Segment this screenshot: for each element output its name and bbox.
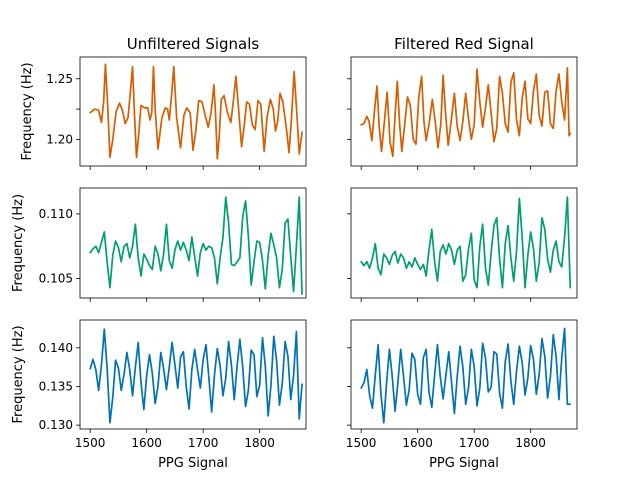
x-axis-label: PPG Signal bbox=[158, 456, 228, 471]
panel-middle-left: 0.105 0.110 Frequency (Hz) bbox=[11, 187, 307, 302]
x-tick-label: 1700 bbox=[459, 436, 490, 450]
axes-frame bbox=[350, 56, 578, 167]
x-axis-label: PPG Signal bbox=[429, 456, 499, 471]
y-tick-label: 0.140 bbox=[39, 341, 73, 355]
panel-top-right: Filtered Red Signal bbox=[347, 35, 578, 170]
axes-frame bbox=[350, 319, 578, 430]
series-line-bottom-left bbox=[89, 328, 303, 424]
panel-bottom-right: 1500 1600 1700 1800 PPG Signal bbox=[346, 319, 578, 471]
axes-frame bbox=[79, 56, 307, 167]
series-line-top-left bbox=[89, 63, 303, 160]
x-tick-label: 1500 bbox=[346, 436, 377, 450]
panel-bottom-left: 1500 1600 1700 1800 0.130 0.135 0.140 PPG Signa… bbox=[11, 319, 307, 471]
x-tick-label: 1500 bbox=[75, 436, 106, 450]
x-tick-label: 1800 bbox=[244, 436, 275, 450]
series-line-bottom-right bbox=[360, 327, 572, 424]
subplot-title: Filtered Red Signal bbox=[394, 35, 534, 53]
axes-frame bbox=[79, 319, 307, 430]
x-tick-label: 1600 bbox=[131, 436, 162, 450]
axes-frame bbox=[79, 187, 307, 299]
y-axis-label: Frequency (Hz) bbox=[11, 194, 26, 292]
panel-middle-right bbox=[347, 187, 578, 302]
x-tick-label: 1600 bbox=[402, 436, 433, 450]
panel-top-left: 1.20 1.25 Unfiltered Signals Frequency (Hz) bbox=[20, 35, 307, 170]
y-axis-label: Frequency (Hz) bbox=[11, 325, 26, 423]
y-tick-label: 0.135 bbox=[39, 379, 73, 393]
series-line-top-right bbox=[360, 67, 572, 158]
y-tick-label: 0.105 bbox=[39, 272, 73, 286]
y-tick-label: 1.20 bbox=[46, 132, 73, 146]
x-tick-label: 1700 bbox=[188, 436, 219, 450]
y-tick-label: 0.130 bbox=[39, 418, 73, 432]
y-tick-label: 0.110 bbox=[39, 207, 73, 221]
series-line-middle-left bbox=[89, 196, 303, 295]
axes-frame bbox=[350, 187, 578, 299]
x-tick-label: 1800 bbox=[515, 436, 546, 450]
y-axis-label: Frequency (Hz) bbox=[20, 62, 35, 160]
subplot-title: Unfiltered Signals bbox=[127, 35, 260, 53]
series-line-middle-right bbox=[360, 196, 572, 289]
y-tick-label: 1.25 bbox=[46, 72, 73, 86]
